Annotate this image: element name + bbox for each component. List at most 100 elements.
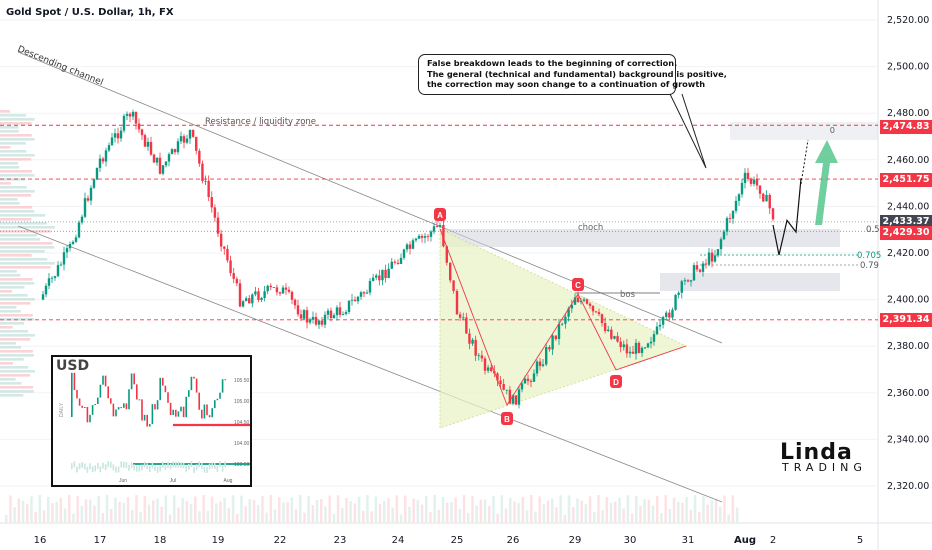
- inset-candle: [117, 407, 120, 410]
- inset-candle: [141, 399, 143, 421]
- volume-profile-bar: [0, 110, 10, 113]
- volume-bar: [530, 495, 533, 523]
- candle-body: [758, 185, 762, 194]
- inset-volume-bar: [125, 462, 128, 469]
- volume-profile-bar: [0, 282, 35, 285]
- inset-candle: [219, 392, 221, 399]
- volume-bar: [341, 508, 344, 523]
- volume-profile-bar: [0, 314, 33, 317]
- volume-profile-bar: [0, 334, 35, 337]
- candle-body: [597, 312, 601, 315]
- y-tick-label: 2,400.00: [887, 295, 929, 306]
- volume-bar: [84, 499, 88, 523]
- inset-volume-bar: [104, 464, 107, 471]
- inset-volume-bar: [206, 466, 208, 473]
- price-tag-2433: 2,433.37: [880, 215, 932, 229]
- candle-body: [707, 252, 711, 265]
- candle-body: [59, 264, 63, 266]
- inset-volume-bar: [224, 461, 226, 468]
- inset-candle: [211, 408, 213, 418]
- volume-bar: [408, 506, 411, 523]
- volume-bar: [471, 495, 474, 523]
- candle-body: [576, 297, 580, 303]
- volume-bar: [588, 496, 592, 523]
- candle-body: [455, 290, 459, 315]
- volume-profile-bar: [0, 162, 18, 165]
- candle-body: [683, 280, 687, 282]
- inset-candle: [198, 392, 200, 410]
- candle-body: [704, 263, 708, 265]
- inset-candle: [107, 386, 109, 399]
- candle-body: [435, 226, 439, 228]
- inset-volume-bar: [112, 464, 115, 471]
- volume-profile-bar: [0, 150, 27, 153]
- candle-body: [692, 265, 696, 281]
- volume-profile-bar: [0, 114, 27, 117]
- inset-candle: [190, 376, 193, 391]
- candle-body: [362, 292, 366, 294]
- candle-body: [713, 255, 717, 262]
- volume-bar: [412, 498, 415, 523]
- candle-body: [740, 182, 744, 195]
- volume-bar: [693, 495, 697, 523]
- volume-profile-bar: [0, 294, 28, 297]
- candle-body: [622, 344, 625, 348]
- candle-body: [564, 316, 567, 324]
- volume-bar: [500, 495, 504, 523]
- candle-body: [545, 347, 548, 365]
- inset-candle: [146, 414, 148, 427]
- volume-profile-bar: [0, 158, 32, 161]
- volume-profile-bar: [0, 250, 45, 253]
- volume-bar: [366, 495, 369, 523]
- candle-body: [77, 222, 81, 238]
- volume-bar: [147, 504, 151, 523]
- inset-candle: [112, 403, 115, 417]
- inset-volume-bar: [154, 464, 156, 471]
- volume-bar: [685, 497, 688, 523]
- candle-body: [176, 141, 180, 153]
- inset-volume-bar: [76, 466, 78, 473]
- volume-bar: [189, 503, 193, 523]
- candle-body: [449, 262, 452, 281]
- x-tick-label: 17: [94, 535, 107, 546]
- volume-profile-bar: [0, 318, 35, 321]
- volume-bar: [231, 495, 235, 523]
- volume-bar: [202, 495, 205, 523]
- volume-profile-bar: [0, 210, 35, 213]
- volume-bar: [391, 507, 394, 523]
- candle-body: [244, 298, 248, 302]
- volume-bar: [252, 499, 256, 523]
- inset-title: USD: [56, 358, 90, 374]
- candle-body: [665, 312, 668, 317]
- candle-body: [610, 329, 613, 339]
- volume-bar: [395, 495, 399, 523]
- volume-profile-bar: [0, 394, 24, 397]
- candle-body: [359, 292, 363, 297]
- candle-body: [619, 341, 622, 348]
- volume-bar: [265, 512, 268, 523]
- volume-bar: [97, 495, 100, 523]
- volume-profile-bar: [0, 346, 22, 349]
- candle-body: [128, 113, 132, 117]
- candle-body: [573, 297, 577, 305]
- candle-body: [567, 308, 570, 317]
- candle-body: [445, 246, 448, 263]
- volume-bar: [483, 499, 487, 523]
- candle-body: [149, 141, 153, 155]
- volume-bar: [622, 508, 625, 523]
- inset-candle: [123, 403, 125, 408]
- inset-volume-bar: [219, 461, 221, 468]
- candle-body: [532, 373, 536, 382]
- inset-candle: [164, 385, 167, 393]
- volume-bar: [567, 495, 571, 523]
- candle-body: [113, 133, 117, 138]
- volume-bar: [13, 507, 16, 523]
- candle-body: [89, 187, 93, 201]
- volume-profile-bar: [0, 330, 28, 333]
- candle-body: [41, 294, 45, 300]
- volume-bar: [311, 505, 315, 523]
- inset-y-tick: 104.00: [234, 441, 250, 447]
- volume-profile-bar: [0, 130, 19, 133]
- volume-bar: [236, 514, 239, 523]
- candle-body: [731, 210, 735, 219]
